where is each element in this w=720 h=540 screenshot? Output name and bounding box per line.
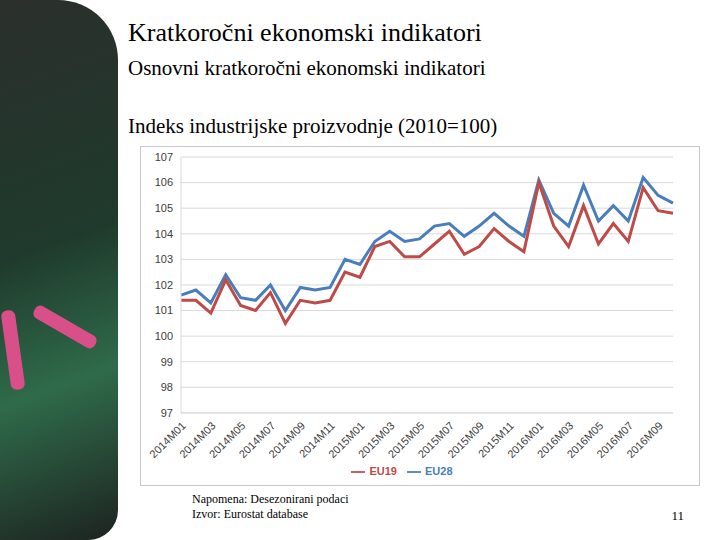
html-text:EU19: EU19 xyxy=(369,464,397,477)
svg-text:2014M05: 2014M05 xyxy=(206,419,248,461)
html-text:Indeks industrijske proizvodnj: Indeks industrijske proizvodnje (2010=10… xyxy=(128,114,498,138)
svg-text:100: 100 xyxy=(155,330,173,342)
svg-text:103: 103 xyxy=(155,253,173,265)
html-text:11: 11 xyxy=(671,508,684,523)
svg-text:2015M09: 2015M09 xyxy=(445,419,487,461)
svg-text:106: 106 xyxy=(155,176,173,188)
svg-text:101: 101 xyxy=(155,304,173,316)
svg-text:104: 104 xyxy=(155,228,173,240)
svg-text:2015M01: 2015M01 xyxy=(325,419,367,461)
svg-text:2014M07: 2014M07 xyxy=(236,419,278,461)
svg-text:107: 107 xyxy=(155,151,173,163)
svg-text:2015M05: 2015M05 xyxy=(385,419,427,461)
html-text:Osnovni kratkoročni ekonomski: Osnovni kratkoročni ekonomski indikatori xyxy=(128,56,486,80)
svg-text:102: 102 xyxy=(155,279,173,291)
svg-text:2016M01: 2016M01 xyxy=(504,419,546,461)
svg-text:2014M09: 2014M09 xyxy=(266,419,308,461)
svg-text:2014M03: 2014M03 xyxy=(176,419,218,461)
svg-text:2015M03: 2015M03 xyxy=(355,419,397,461)
svg-text:2014M11: 2014M11 xyxy=(296,419,337,460)
svg-text:99: 99 xyxy=(161,356,173,368)
svg-text:2016M05: 2016M05 xyxy=(564,419,606,461)
svg-text:2016M09: 2016M09 xyxy=(624,419,665,460)
svg-text:2015M11: 2015M11 xyxy=(475,419,516,460)
svg-text:98: 98 xyxy=(161,381,173,393)
svg-text:2016M03: 2016M03 xyxy=(534,419,576,461)
html-text:Kratkoročni ekonomski indikato: Kratkoročni ekonomski indikatori xyxy=(128,18,482,47)
html-text:Napomena: Desezonirani podaci: Napomena: Desezonirani podaci xyxy=(192,492,349,506)
html-text:Izvor: Eurostat database: Izvor: Eurostat database xyxy=(192,507,308,521)
svg-text:2014M01: 2014M01 xyxy=(147,419,188,461)
svg-text:2016M07: 2016M07 xyxy=(594,419,636,461)
svg-text:2015M07: 2015M07 xyxy=(415,419,457,461)
html-text:EU28: EU28 xyxy=(425,464,453,477)
svg-text:97: 97 xyxy=(161,407,173,419)
svg-text:105: 105 xyxy=(155,202,173,214)
